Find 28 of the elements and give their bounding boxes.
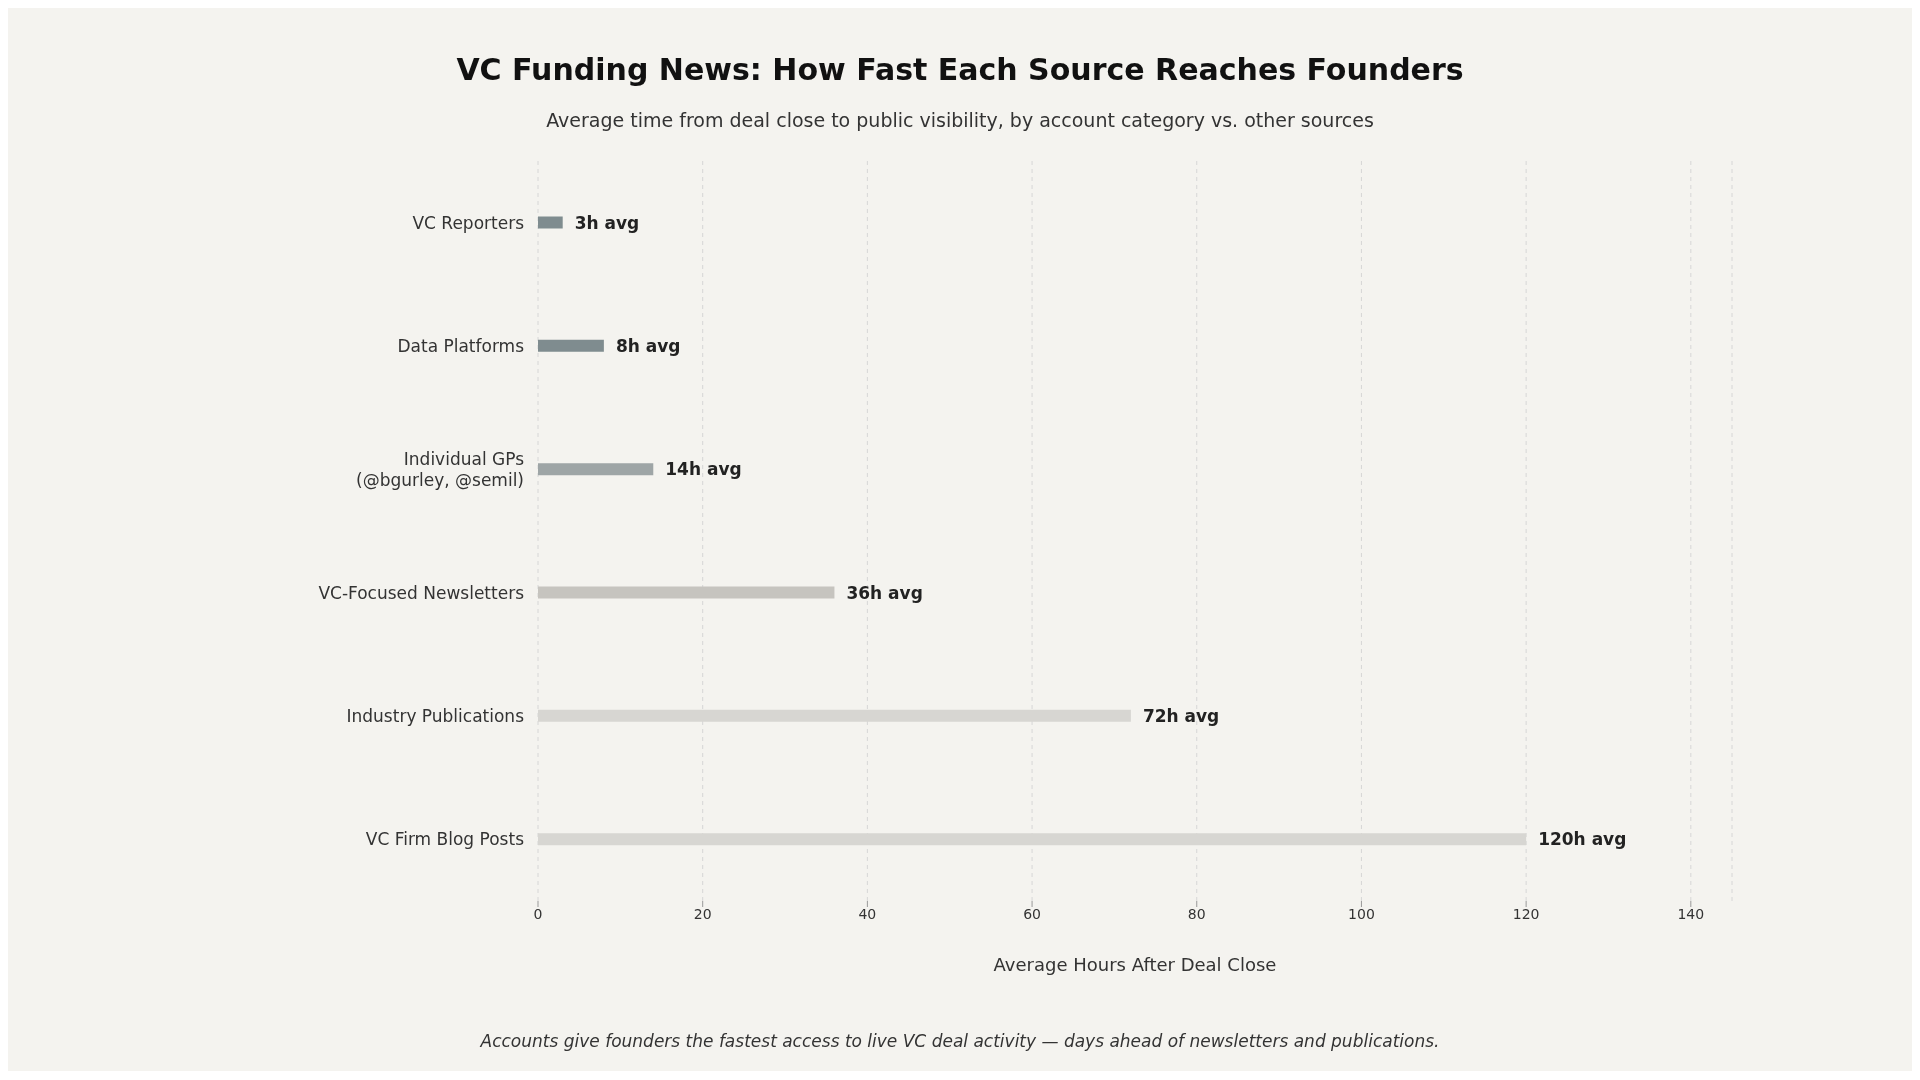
data-label: 72h avg [1142,705,1220,726]
y-tick-label: VC-Focused Newsletters [318,582,525,603]
bar [538,216,563,229]
bar [538,339,604,352]
data-label: 14h avg [665,459,742,480]
x-tick-label: 120 [1512,905,1540,922]
x-tick-label: 60 [1023,905,1041,922]
y-tick-label: Industry Publications [346,706,525,726]
x-tick-label: 140 [1677,905,1705,922]
x-tick-label: 0 [533,905,543,922]
x-axis-title: Average Hours After Deal Close [993,954,1277,975]
text: Accounts give founders the fastest access to live VC deal activity — days ahead of newsletters and publications. [479,1031,1441,1051]
y-tick-label: VC Firm Blog Posts [365,829,525,850]
chart-title: VC Funding News: How Fast Each Source Reaches Founders [455,51,1465,87]
y-tick-label: VC Reporters [412,212,525,233]
bar [538,586,835,599]
data-label: 36h avg [846,582,923,603]
x-tick-label: 20 [693,905,712,922]
data-label: 8h avg [615,335,681,356]
data-label: 3h avg [574,212,640,233]
chart-subtitle: Average time from deal close to public visibility, by account category vs. other sources [545,109,1375,131]
data-label: 120h avg [1538,829,1627,850]
x-tick-label: 40 [858,905,877,922]
x-tick-label: 100 [1348,905,1375,922]
bar [538,463,654,476]
x-tick-label: 80 [1187,905,1206,922]
y-tick-label: Individual GPs (@bgurley, @semil) [356,448,525,490]
y-tick-label: Data Platforms [397,336,525,356]
